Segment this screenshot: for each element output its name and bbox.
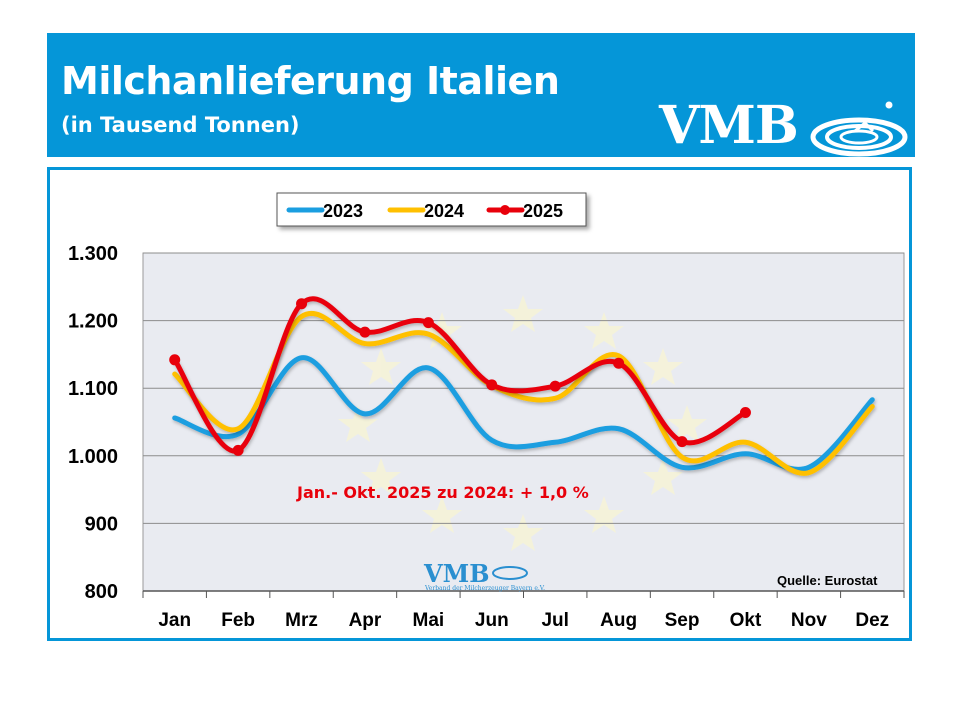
y-tick-label: 800 — [85, 581, 118, 603]
legend-box — [276, 192, 587, 227]
x-tick-label: Feb — [221, 610, 255, 631]
data-point-2025 — [359, 326, 371, 338]
page-title: Milchanlieferung Italien — [61, 59, 560, 103]
watermark-logo: VMB Verband der Milcherzeuger Bayern e.V… — [423, 559, 545, 592]
data-point-2025 — [422, 317, 434, 329]
eu-star-icon — [584, 312, 624, 349]
y-axis-tick-labels: 800 900 1.000 1.100 1.200 1.300 — [68, 243, 118, 603]
legend-marker-2025 — [500, 205, 510, 215]
y-tick-label: 1.000 — [68, 446, 118, 468]
watermark-swoosh-icon — [492, 566, 528, 580]
eu-star-icon — [503, 514, 543, 551]
series-markers — [169, 298, 751, 456]
x-tick-label: Aug — [600, 610, 637, 631]
x-tick-label: Apr — [349, 610, 382, 631]
eu-star-icon — [584, 496, 624, 533]
x-axis-tick-labels: Jan Feb Mrz Apr Mai Jun Jul Aug Sep Okt Nov Dez — [142, 591, 905, 631]
legend-label-2025: 2025 — [523, 201, 563, 221]
y-tick-label: 900 — [85, 513, 118, 535]
x-tick-label: Jul — [541, 610, 568, 631]
series-line-2023 — [172, 355, 875, 472]
data-point-2025 — [169, 354, 181, 366]
x-tick-label: Mai — [413, 610, 445, 631]
eu-star-icon — [503, 295, 543, 332]
eu-star-icon — [338, 405, 378, 442]
x-tick-label: Mrz — [285, 610, 318, 631]
header-banner: Milchanlieferung Italien (in Tausend Ton… — [47, 33, 915, 157]
watermark-tagline: Verband der Milcherzeuger Bayern e.V. — [424, 585, 545, 592]
eu-star-icon — [361, 348, 401, 385]
x-tick-label: Sep — [665, 610, 700, 631]
x-tick-label: Okt — [730, 610, 762, 631]
page-subtitle: (in Tausend Tonnen) — [61, 113, 300, 137]
vmb-logo-swoosh-icon — [810, 101, 908, 157]
data-point-2025 — [613, 357, 625, 369]
data-point-2025 — [549, 380, 561, 392]
data-point-2025 — [486, 379, 498, 391]
series-lines — [172, 296, 875, 476]
vmb-logo-text: VMB — [659, 95, 799, 156]
eu-star-icon — [643, 348, 683, 385]
data-point-2025 — [676, 436, 688, 448]
eu-star-icon — [667, 405, 707, 442]
watermark-logo-text: VMB — [423, 559, 489, 588]
y-tick-label: 1.200 — [68, 311, 118, 333]
x-tick-label: Dez — [855, 610, 889, 631]
series-line-2025 — [172, 296, 748, 454]
legend: 2023 2024 2025 — [276, 192, 587, 227]
source-label: Quelle: Eurostat — [777, 573, 878, 588]
x-tick-label: Nov — [791, 610, 827, 631]
x-tick-label: Jun — [475, 610, 509, 631]
comparison-annotation: Jan.- Okt. 2025 zu 2024: + 1,0 % — [296, 483, 589, 502]
data-point-2025 — [739, 407, 751, 419]
data-point-2025 — [296, 298, 308, 310]
legend-label-2023: 2023 — [323, 201, 363, 221]
legend-label-2024: 2024 — [424, 201, 464, 221]
y-tick-label: 1.100 — [68, 378, 118, 400]
data-point-2025 — [232, 444, 244, 456]
eu-star-icon — [361, 458, 401, 495]
vmb-logo: VMB — [659, 95, 915, 161]
eu-star-icon — [422, 496, 462, 533]
x-tick-label: Jan — [158, 610, 191, 631]
eu-star-icon — [643, 458, 683, 495]
y-tick-label: 1.300 — [68, 243, 118, 265]
